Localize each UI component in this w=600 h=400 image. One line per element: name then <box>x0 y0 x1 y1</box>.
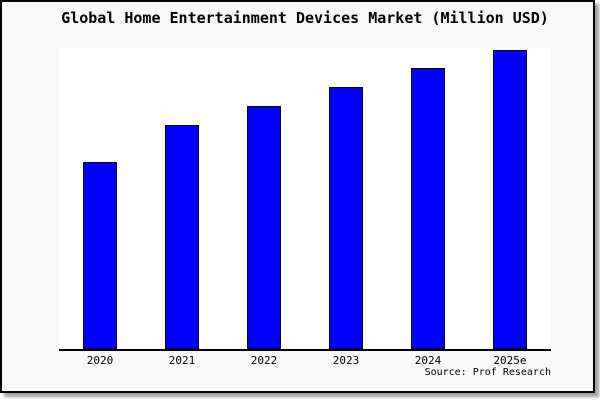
bar-2024 <box>411 68 445 349</box>
x-tick-label-2023: 2023 <box>332 354 360 367</box>
bar-2023 <box>329 87 363 349</box>
chart-title: Global Home Entertainment Devices Market… <box>61 9 549 27</box>
x-tick-label-2022: 2022 <box>250 354 278 367</box>
bar-2025e <box>493 50 527 349</box>
bar-2021 <box>165 125 199 349</box>
bar-2020 <box>83 162 117 349</box>
source-note: Source: Prof Research <box>424 367 551 378</box>
plot-area <box>59 48 551 349</box>
x-tick-label-2025e: 2025e <box>493 354 527 367</box>
bar-2022 <box>247 106 281 349</box>
x-tick-label-2020: 2020 <box>86 354 114 367</box>
x-tick-label-2021: 2021 <box>168 354 196 367</box>
x-axis-line <box>59 349 551 351</box>
x-tick-label-2024: 2024 <box>414 354 442 367</box>
